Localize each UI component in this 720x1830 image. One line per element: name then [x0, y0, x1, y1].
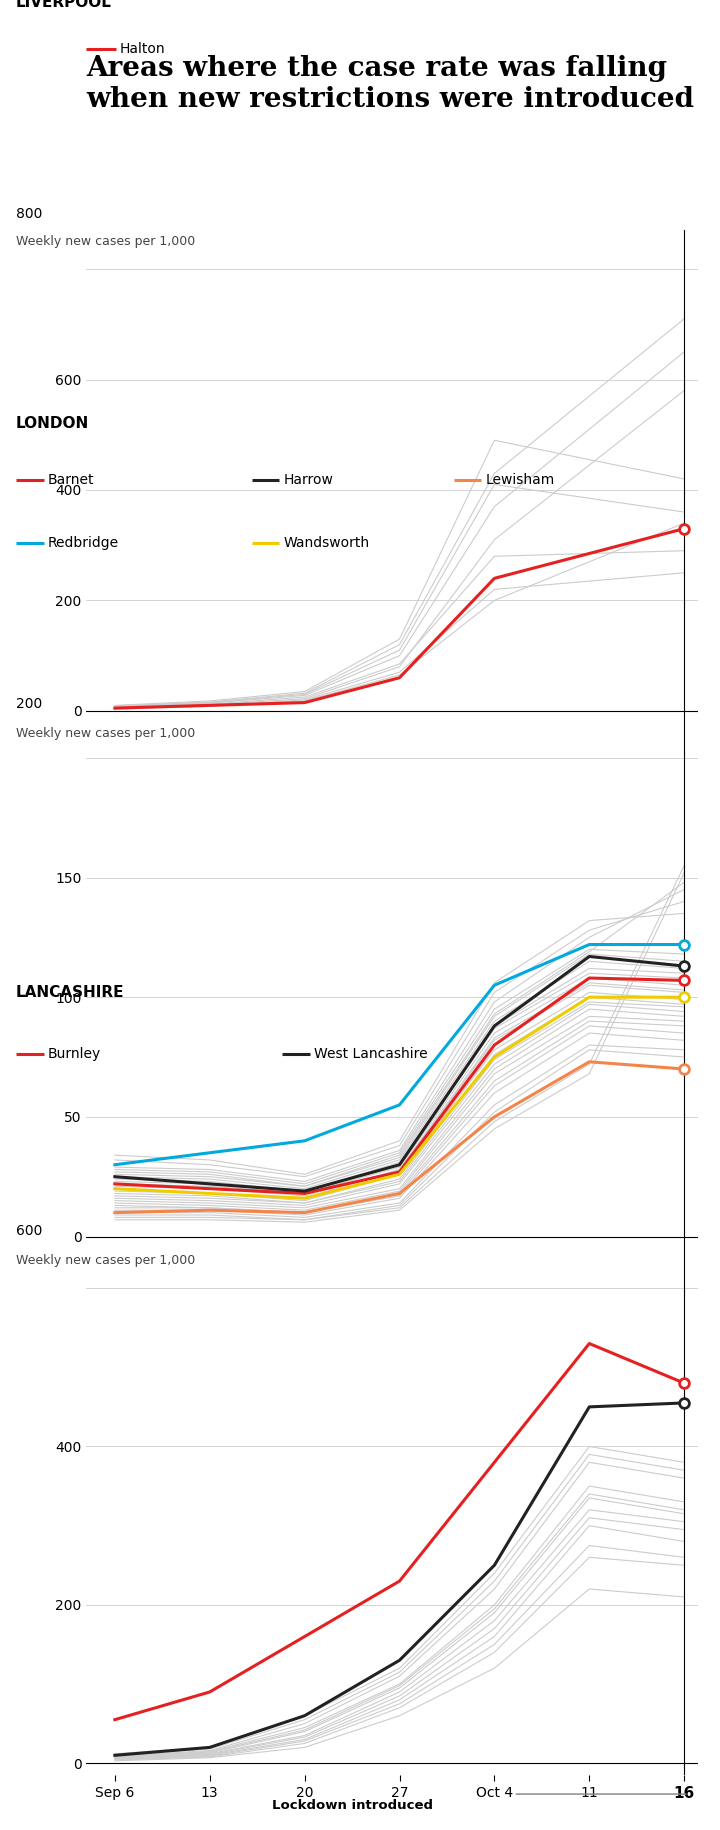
Text: Weekly new cases per 1,000: Weekly new cases per 1,000: [16, 236, 195, 249]
Text: Weekly new cases per 1,000: Weekly new cases per 1,000: [16, 727, 195, 739]
Text: 600: 600: [16, 1224, 42, 1237]
Text: 200: 200: [16, 697, 42, 712]
Text: Lockdown introduced: Lockdown introduced: [271, 1799, 433, 1812]
Text: Lockdown introduced: Lockdown introduced: [271, 1272, 433, 1285]
Text: Barnet: Barnet: [48, 472, 94, 487]
Text: 800: 800: [16, 207, 42, 221]
Text: Harrow: Harrow: [284, 472, 333, 487]
Text: Lockdown introduced: Lockdown introduced: [271, 745, 433, 758]
Text: LANCASHIRE: LANCASHIRE: [16, 985, 125, 1001]
Text: Weekly new cases per 1,000: Weekly new cases per 1,000: [16, 1254, 195, 1266]
Text: Areas where the case rate was falling
when new restrictions were introduced: Areas where the case rate was falling wh…: [86, 55, 694, 113]
Text: West Lancashire: West Lancashire: [314, 1047, 428, 1061]
Text: LIVERPOOL: LIVERPOOL: [16, 0, 112, 9]
Text: Halton: Halton: [120, 42, 166, 55]
Text: Burnley: Burnley: [48, 1047, 101, 1061]
Text: Lewisham: Lewisham: [485, 472, 554, 487]
Text: Wandsworth: Wandsworth: [284, 536, 369, 549]
Text: LONDON: LONDON: [16, 417, 89, 432]
Text: Redbridge: Redbridge: [48, 536, 119, 549]
